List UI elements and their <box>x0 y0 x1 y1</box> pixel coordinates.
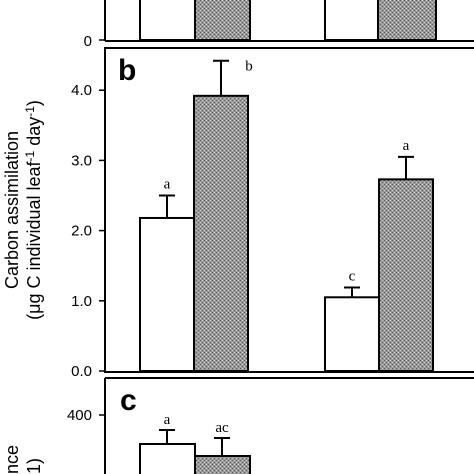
panel-c-bar-open <box>139 443 196 474</box>
panel-b-errorbar <box>213 59 229 96</box>
panel-b-bar-open <box>324 296 380 373</box>
panel-b-ytick-label: 1.0 <box>71 293 92 310</box>
panel-b-errorbar <box>159 194 175 218</box>
panel-c-ylabel-fragment-2: 1) <box>24 458 44 474</box>
panel-b-errorbar <box>398 155 414 180</box>
panel-b-bar-open <box>139 216 195 372</box>
panel-b-ytick-label: 0.0 <box>71 363 92 380</box>
panel-a: 0 <box>84 0 474 50</box>
panel-c-errorbar-open <box>159 429 175 444</box>
panel-b-frame <box>104 47 474 373</box>
panel-b-ytick-label: 2.0 <box>71 223 92 240</box>
panel-b-sig-label: a <box>403 138 410 154</box>
panel-b-bar-hatched <box>193 94 249 372</box>
panel-b: b 0.0 1.0 2.0 3.0 4.0 a b c a Carbon assimilati… <box>2 47 474 380</box>
panel-b-letter: b <box>118 54 136 87</box>
panel-b-ytick-label: 3.0 <box>71 152 92 169</box>
panel-c-letter: c <box>120 384 137 417</box>
panel-b-sig-label: a <box>164 177 171 193</box>
panel-b-bars: a b c a <box>139 59 434 373</box>
panel-b-bar-hatched <box>378 178 434 372</box>
panel-c-bar-hatched <box>194 455 251 474</box>
panel-b-ylabel-line2: (μg C individual leaf-1 day-1) <box>23 100 44 320</box>
panel-a-bar-hatched-2 <box>377 0 437 41</box>
panel-b-ylabel-line1: Carbon assimilation <box>2 131 22 289</box>
panel-c-sig-label-hatched: ac <box>215 420 229 436</box>
panel-a-bar-open-2 <box>324 0 379 41</box>
panel-c: c 400 a ac nce 1) <box>2 377 474 474</box>
panel-b-ytick-label: 4.0 <box>71 82 92 99</box>
panel-a-ytick-label: 0 <box>84 33 92 50</box>
panel-c-sig-label-open: a <box>164 412 171 428</box>
panel-c-ylabel-fragment-1: nce <box>2 445 22 474</box>
panel-b-errorbar <box>344 286 360 298</box>
panel-b-sig-label: c <box>349 268 356 284</box>
panel-b-y-ticks: 0.0 1.0 2.0 3.0 4.0 <box>71 82 105 380</box>
panel-c-ytick-label: 400 <box>67 407 92 424</box>
panel-a-bar-open-1 <box>139 0 196 41</box>
panel-b-sig-label: b <box>245 59 253 75</box>
panel-a-bar-hatched-1 <box>194 0 251 41</box>
panel-c-errorbar-hatched <box>214 437 230 456</box>
